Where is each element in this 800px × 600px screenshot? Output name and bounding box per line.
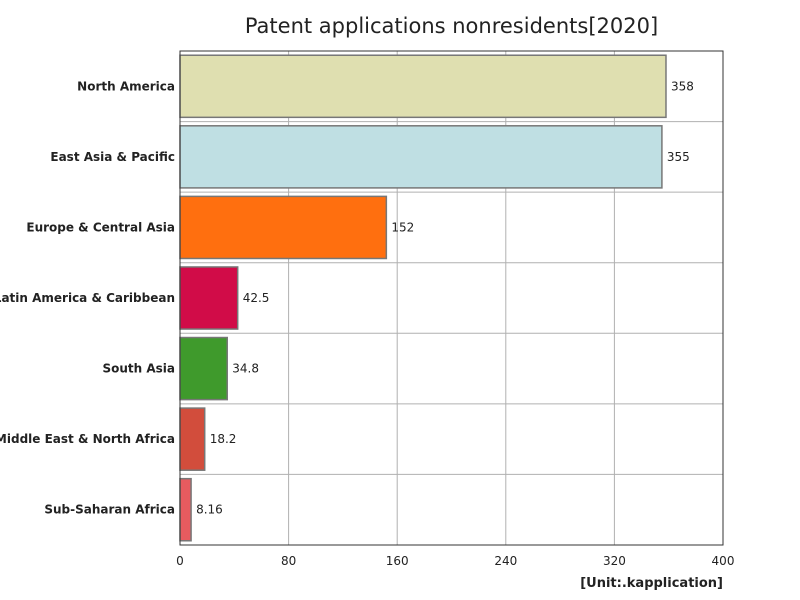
category-label: Europe & Central Asia xyxy=(26,220,175,234)
category-label: Latin America & Caribbean xyxy=(0,291,175,305)
x-tick-label: 0 xyxy=(176,554,184,568)
x-tick-label: 240 xyxy=(494,554,517,568)
bar xyxy=(179,195,388,260)
category-label: Middle East & North Africa xyxy=(0,432,175,446)
x-tick-label: 400 xyxy=(712,554,735,568)
value-label: 355 xyxy=(667,150,690,164)
bar xyxy=(179,336,228,401)
value-label: 358 xyxy=(671,79,694,93)
bar xyxy=(179,54,667,119)
x-tick-label: 80 xyxy=(281,554,296,568)
bar xyxy=(179,266,239,330)
chart-title: Patent applications nonresidents[2020] xyxy=(244,14,659,38)
bar xyxy=(179,125,663,189)
category-label: South Asia xyxy=(102,362,175,376)
bar xyxy=(179,477,192,542)
category-label: East Asia & Pacific xyxy=(50,150,175,164)
value-label: 42.5 xyxy=(243,291,270,305)
x-tick-label: 320 xyxy=(603,554,626,568)
category-label: North America xyxy=(77,79,175,93)
bars xyxy=(179,54,667,542)
category-label: Sub-Saharan Africa xyxy=(44,503,175,517)
unit-label: [Unit:.kapplication] xyxy=(580,576,723,591)
x-tick-label: 160 xyxy=(386,554,409,568)
value-label: 8.16 xyxy=(196,503,223,517)
bar xyxy=(179,407,206,471)
plot-frame xyxy=(179,50,724,546)
value-label: 34.8 xyxy=(232,362,259,376)
labels: 0 80 160 240 320 400 North America 358 East Asia… xyxy=(0,79,734,568)
value-label: 18.2 xyxy=(210,432,237,446)
value-label: 152 xyxy=(391,220,414,234)
